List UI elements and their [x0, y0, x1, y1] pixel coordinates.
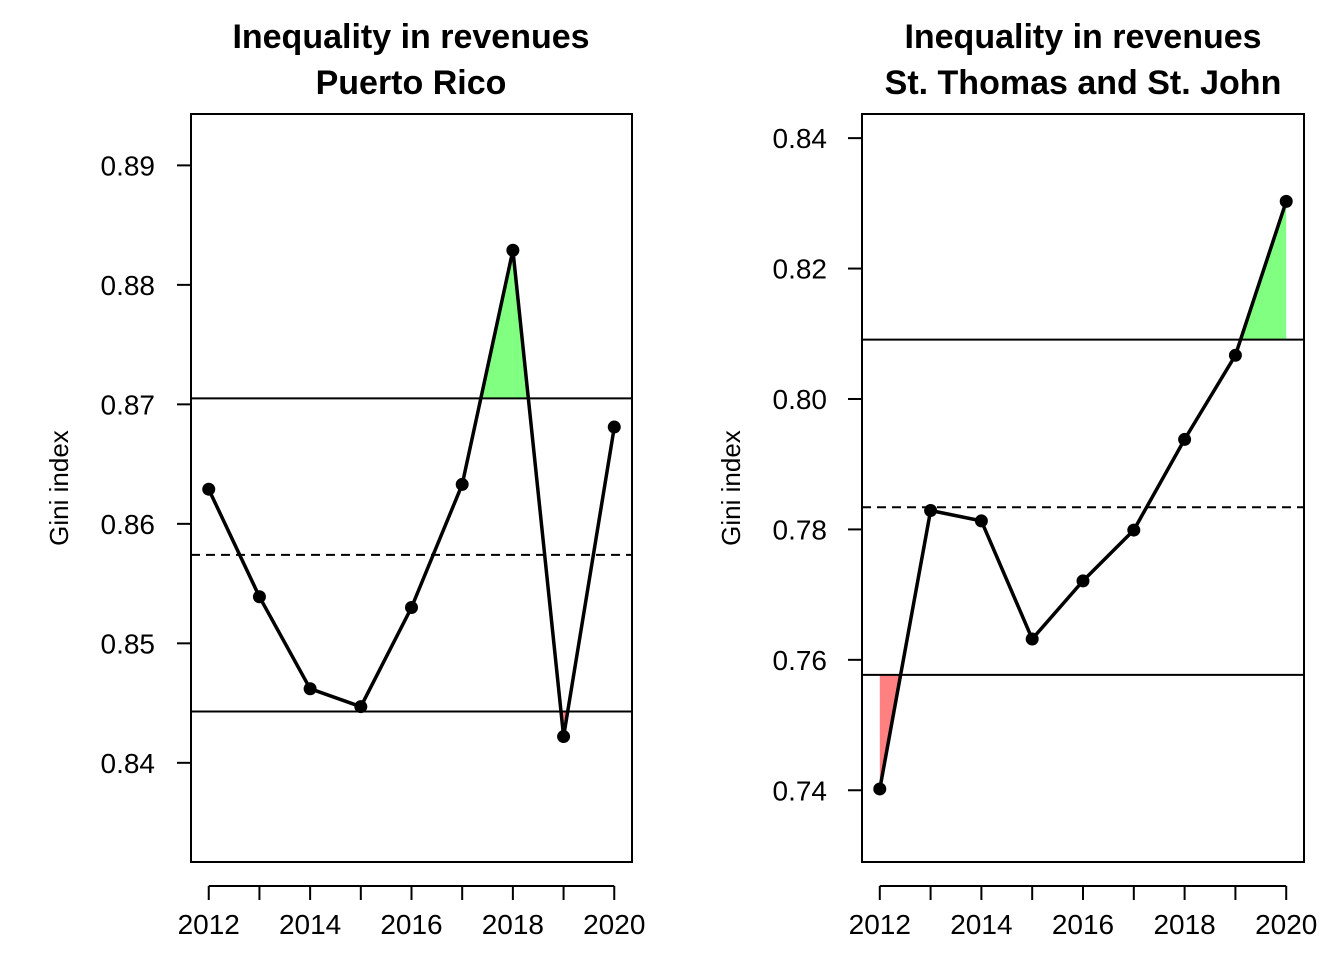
data-point-2016 — [1076, 574, 1090, 588]
data-point-2015 — [1025, 632, 1039, 646]
x-tick-label: 2018 — [1153, 909, 1215, 940]
plot-frame — [861, 113, 1305, 863]
series-line — [878, 200, 1288, 790]
y-tick-label: 0.80 — [773, 384, 828, 415]
x-tick-label: 2014 — [279, 909, 341, 940]
y-tick-label: 0.88 — [101, 270, 156, 301]
data-point-2014 — [303, 682, 317, 696]
data-point-2017 — [455, 477, 469, 491]
y-tick-label: 0.76 — [773, 645, 828, 676]
y-tick-label: 0.82 — [773, 254, 828, 285]
chart-title: Inequality in revenues — [232, 18, 589, 56]
x-tick-label: 2014 — [950, 909, 1012, 940]
data-point-2019 — [1228, 348, 1242, 362]
plot-frame — [190, 113, 633, 863]
y-tick-label: 0.84 — [101, 748, 156, 779]
chart-panel-st-thomas-st-john: 0.74 0.76 0.78 0.80 0.82 0.84 2012 2014 2016 2018… — [716, 18, 1317, 940]
chart-subtitle: Puerto Rico — [316, 64, 507, 102]
y-axis-label: Gini index — [44, 430, 74, 546]
y-tick-label: 0.85 — [101, 628, 156, 659]
x-tick-label: 2020 — [1255, 909, 1317, 940]
y-tick-label: 0.89 — [101, 150, 156, 181]
x-tick-label: 2020 — [583, 909, 645, 940]
y-tick-label: 0.84 — [773, 123, 828, 154]
data-point-2015 — [354, 700, 368, 714]
data-point-2013 — [252, 590, 266, 604]
y-tick-label: 0.78 — [773, 514, 828, 545]
data-point-2020 — [607, 420, 621, 434]
y-tick-label: 0.74 — [773, 775, 828, 806]
x-tick-label: 2016 — [380, 909, 442, 940]
data-point-2019 — [557, 730, 571, 744]
data-point-2012 — [873, 782, 887, 796]
x-tick-label: 2012 — [849, 909, 911, 940]
data-point-2018 — [506, 243, 520, 257]
chart-panel-puerto-rico: 0.84 0.85 0.86 0.87 0.88 0.89 2012 2014 2016 2018… — [44, 18, 645, 940]
chart-subtitle: St. Thomas and St. John — [885, 64, 1282, 102]
x-tick-label: 2018 — [482, 909, 544, 940]
data-point-2013 — [924, 503, 938, 517]
x-tick-label: 2012 — [178, 909, 240, 940]
series-line — [207, 248, 617, 739]
data-point-2014 — [974, 514, 988, 528]
y-tick-label: 0.86 — [101, 509, 156, 540]
data-point-2012 — [202, 482, 216, 496]
data-point-2020 — [1279, 194, 1293, 208]
y-axis-label: Gini index — [716, 430, 746, 546]
y-tick-label: 0.87 — [101, 389, 156, 420]
data-point-2016 — [405, 600, 418, 614]
data-point-2018 — [1178, 432, 1192, 446]
data-point-2017 — [1127, 523, 1141, 537]
chart-title: Inequality in revenues — [904, 18, 1261, 56]
x-tick-label: 2016 — [1052, 909, 1114, 940]
